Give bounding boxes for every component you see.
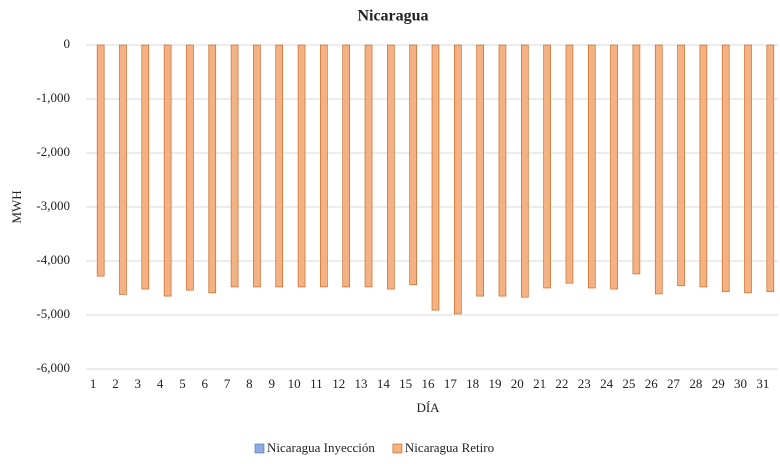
y-tick-label: -1,000 [36,90,70,105]
y-tick-label: -3,000 [36,198,70,213]
bar [654,44,663,295]
legend-label: Nicaragua Inyección [267,440,375,455]
x-tick-label: 10 [288,376,301,391]
bar [520,44,529,298]
bar [454,44,462,315]
x-tick-label: 30 [734,376,747,391]
bar [409,44,417,286]
legend-label: Nicaragua Retiro [405,440,494,455]
x-tick-label: 29 [712,376,725,391]
x-tick-label: 17 [444,376,458,391]
x-tick-label: 16 [422,376,436,391]
bar [766,44,775,293]
bar [431,44,440,311]
y-axis-label: MWH [9,190,24,223]
bar [387,44,395,290]
x-tick-label: 2 [112,376,119,391]
bar [543,44,551,289]
bar [744,44,752,294]
x-tick-label: 18 [466,376,479,391]
x-tick-label: 5 [179,376,186,391]
y-tick-label: -4,000 [36,252,70,267]
bar [186,44,194,291]
y-tick-label: -6,000 [36,360,70,375]
bar [230,44,239,288]
x-tick-label: 6 [202,376,209,391]
bar [498,44,507,297]
bar [364,44,373,288]
bar [275,44,284,288]
x-tick-label: 14 [377,376,391,391]
x-tick-label: 28 [689,376,702,391]
x-tick-label: 25 [622,376,635,391]
bar [208,44,217,294]
x-tick-label: 21 [533,376,546,391]
x-axis-label: DÍA [416,400,440,415]
y-tick-label: -2,000 [36,144,70,159]
bar [587,44,596,289]
x-tick-label: 11 [310,376,323,391]
x-tick-label: 9 [268,376,275,391]
y-tick-label: 0 [64,36,71,51]
bar [610,44,618,290]
legend-swatch [392,443,403,454]
x-tick-label: 13 [355,376,368,391]
bar [565,44,574,284]
bar [96,44,105,277]
bar [632,44,641,275]
bar [721,44,730,293]
x-tick-label: 4 [157,376,164,391]
bar [253,44,261,288]
bar [141,44,150,290]
x-tick-label: 15 [399,376,412,391]
bar [342,44,351,288]
bar [699,44,708,288]
x-tick-label: 24 [600,376,614,391]
x-tick-label: 31 [756,376,769,391]
x-tick-label: 3 [135,376,142,391]
chart-title: Nicaragua [357,8,428,25]
bar [119,44,127,295]
x-tick-label: 7 [224,376,231,391]
x-tick-label: 20 [511,376,524,391]
x-tick-label: 26 [645,376,659,391]
x-tick-label: 12 [332,376,345,391]
x-tick-label: 1 [90,376,97,391]
bar [163,44,172,297]
y-tick-label: -5,000 [36,306,70,321]
bar [476,44,484,297]
bar [320,44,328,288]
x-tick-label: 8 [246,376,253,391]
x-tick-label: 19 [488,376,501,391]
x-tick-label: 27 [667,376,681,391]
bar [297,44,306,288]
x-tick-label: 23 [578,376,591,391]
x-tick-label: 22 [555,376,568,391]
bar [677,44,685,287]
legend-swatch [254,443,265,454]
